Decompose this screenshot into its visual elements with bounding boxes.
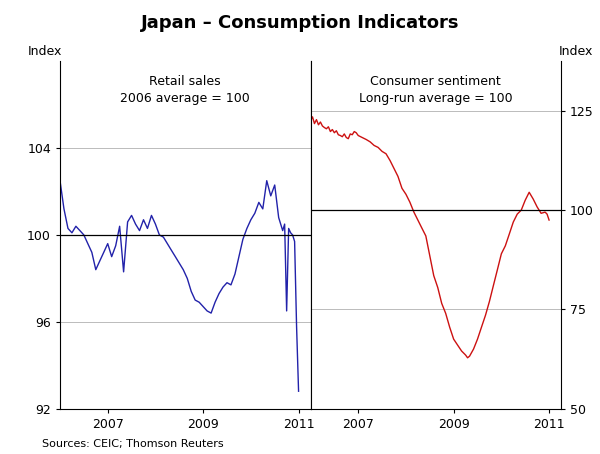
Text: Index: Index [559,45,593,58]
Text: Retail sales
2006 average = 100: Retail sales 2006 average = 100 [121,75,250,105]
Text: Consumer sentiment
Long-run average = 100: Consumer sentiment Long-run average = 10… [359,75,512,105]
Text: Japan – Consumption Indicators: Japan – Consumption Indicators [141,14,459,32]
Text: Index: Index [28,45,62,58]
Text: Sources: CEIC; Thomson Reuters: Sources: CEIC; Thomson Reuters [42,439,224,449]
